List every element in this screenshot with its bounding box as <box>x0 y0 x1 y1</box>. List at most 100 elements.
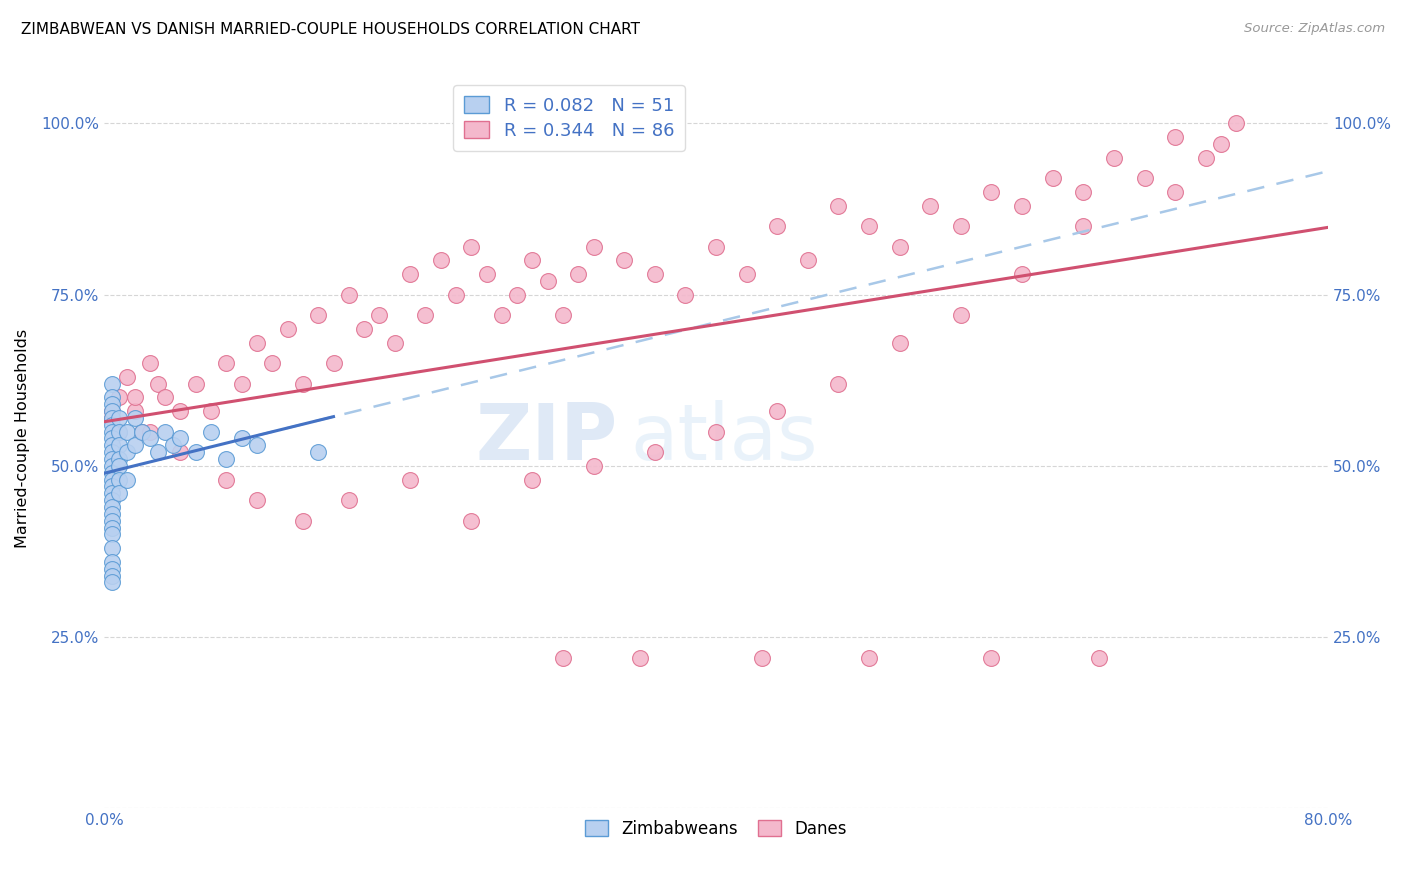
Point <box>100 390 122 404</box>
Point <box>108 425 131 439</box>
Point <box>108 486 131 500</box>
Point <box>751 650 773 665</box>
Point <box>735 267 758 281</box>
Point <box>124 411 146 425</box>
Point <box>827 198 849 212</box>
Point <box>100 445 122 459</box>
Point <box>858 219 880 233</box>
Point <box>460 240 482 254</box>
Point <box>100 514 122 528</box>
Point <box>322 356 344 370</box>
Point <box>169 404 191 418</box>
Point <box>384 335 406 350</box>
Point <box>246 335 269 350</box>
Point <box>153 425 176 439</box>
Point <box>215 356 238 370</box>
Point <box>980 185 1002 199</box>
Point <box>115 445 138 459</box>
Point <box>169 445 191 459</box>
Point <box>1209 136 1232 151</box>
Point <box>337 493 360 508</box>
Point <box>100 479 122 493</box>
Point <box>949 219 972 233</box>
Point <box>246 493 269 508</box>
Text: ZIMBABWEAN VS DANISH MARRIED-COUPLE HOUSEHOLDS CORRELATION CHART: ZIMBABWEAN VS DANISH MARRIED-COUPLE HOUS… <box>21 22 640 37</box>
Point <box>108 438 131 452</box>
Point <box>522 253 544 268</box>
Point <box>215 452 238 467</box>
Point <box>100 411 122 425</box>
Point <box>1071 219 1094 233</box>
Point <box>169 432 191 446</box>
Point <box>613 253 636 268</box>
Point <box>1164 185 1187 199</box>
Point <box>262 356 284 370</box>
Point <box>131 425 153 439</box>
Point <box>949 308 972 322</box>
Point <box>100 438 122 452</box>
Point <box>704 425 727 439</box>
Point <box>100 493 122 508</box>
Point <box>100 404 122 418</box>
Point <box>766 219 789 233</box>
Point <box>920 198 942 212</box>
Point <box>100 452 122 467</box>
Point <box>460 514 482 528</box>
Point <box>858 650 880 665</box>
Point <box>399 267 422 281</box>
Point <box>277 322 299 336</box>
Point <box>184 376 207 391</box>
Point <box>108 452 131 467</box>
Point <box>766 404 789 418</box>
Text: ZIP: ZIP <box>475 401 619 476</box>
Point <box>644 445 666 459</box>
Point <box>1011 267 1033 281</box>
Point <box>100 432 122 446</box>
Point <box>1102 151 1125 165</box>
Point <box>108 411 131 425</box>
Point <box>139 432 162 446</box>
Point <box>100 541 122 555</box>
Point <box>100 500 122 514</box>
Point <box>368 308 391 322</box>
Point <box>889 240 911 254</box>
Point <box>100 527 122 541</box>
Point <box>491 308 513 322</box>
Point <box>582 458 605 473</box>
Point <box>100 411 122 425</box>
Point <box>537 274 560 288</box>
Point <box>139 356 162 370</box>
Point <box>200 404 222 418</box>
Point <box>353 322 375 336</box>
Point <box>115 425 138 439</box>
Point <box>100 425 122 439</box>
Point <box>889 335 911 350</box>
Point <box>582 240 605 254</box>
Point <box>100 507 122 521</box>
Point <box>215 473 238 487</box>
Point <box>675 287 697 301</box>
Text: Source: ZipAtlas.com: Source: ZipAtlas.com <box>1244 22 1385 36</box>
Point <box>797 253 820 268</box>
Point <box>146 376 169 391</box>
Point <box>567 267 589 281</box>
Point <box>1195 151 1218 165</box>
Point <box>153 390 176 404</box>
Point <box>231 376 253 391</box>
Point <box>108 458 131 473</box>
Point <box>429 253 451 268</box>
Point <box>108 390 131 404</box>
Point <box>100 562 122 576</box>
Point <box>131 425 153 439</box>
Point <box>980 650 1002 665</box>
Point <box>415 308 437 322</box>
Point <box>100 376 122 391</box>
Point <box>1164 130 1187 145</box>
Point <box>1011 198 1033 212</box>
Point <box>522 473 544 487</box>
Point <box>100 458 122 473</box>
Point <box>1087 650 1109 665</box>
Point <box>307 308 329 322</box>
Point <box>124 390 146 404</box>
Text: atlas: atlas <box>630 401 818 476</box>
